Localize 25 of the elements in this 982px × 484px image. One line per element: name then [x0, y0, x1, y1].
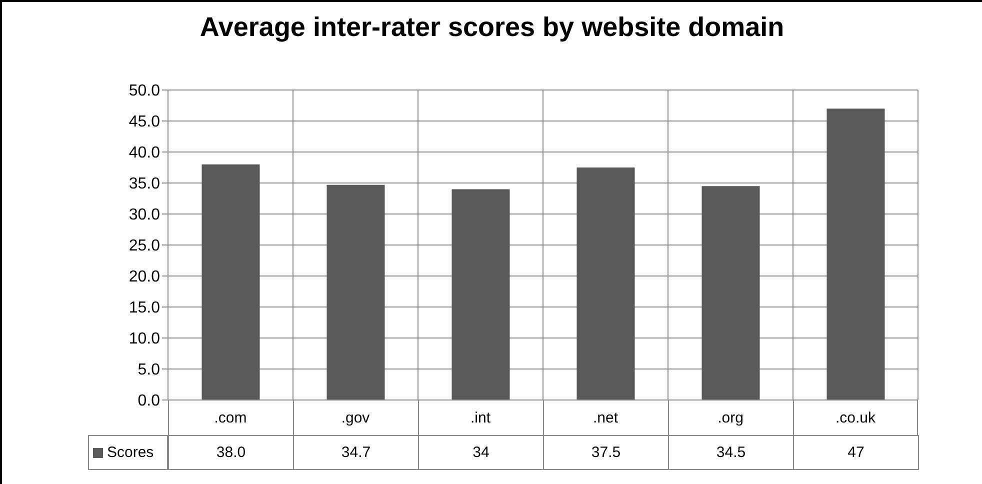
legend-label: Scores [107, 444, 154, 461]
y-tick-label: 50.0 [128, 82, 160, 100]
x-tick-label: .gov [341, 410, 370, 427]
y-tick-label: 45.0 [128, 114, 160, 131]
x-tick-label: .co.uk [835, 410, 876, 427]
y-tick-label: 25.0 [128, 238, 160, 255]
data-label: 37.5 [543, 435, 669, 470]
x-tick-label: .org [718, 410, 744, 427]
data-label: 47 [793, 435, 919, 470]
data-label: 34.7 [293, 435, 419, 470]
y-tick-label: 10.0 [128, 330, 160, 348]
y-tick-label: 15.0 [128, 300, 160, 317]
x-tick-label: .net [592, 410, 619, 427]
x-tick-label: .int [470, 410, 492, 427]
data-label: 34 [418, 435, 544, 470]
y-tick-label: 5.0 [138, 362, 160, 379]
y-tick-label: 30.0 [128, 206, 160, 224]
y-tick-label: 20.0 [128, 268, 160, 286]
y-tick-label: 35.0 [128, 176, 160, 193]
data-label: 34.5 [668, 435, 794, 470]
y-tick-label: 0.0 [138, 392, 160, 410]
data-label: 38.0 [168, 435, 294, 470]
x-tick-label: .com [214, 410, 247, 427]
chart-title: Average inter-rater scores by website domain [198, 12, 786, 43]
y-tick-label: 40.0 [128, 144, 160, 162]
